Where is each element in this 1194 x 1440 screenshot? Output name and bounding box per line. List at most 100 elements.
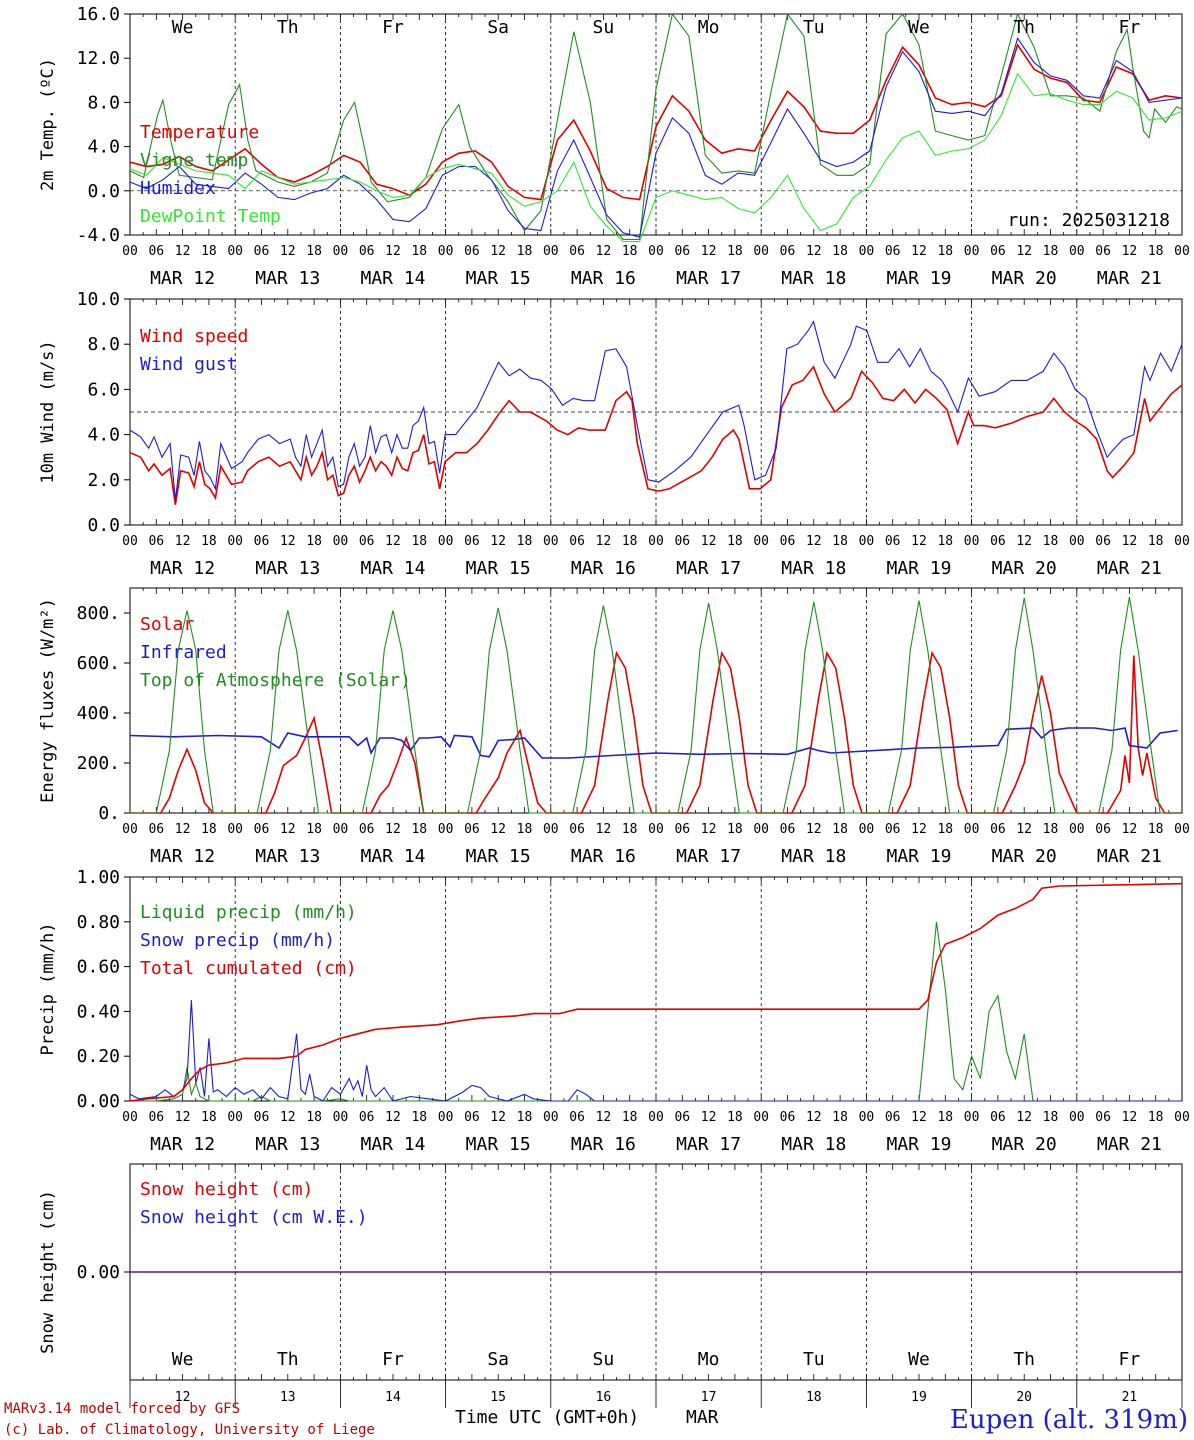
run-label: run: 2025031218 (1007, 210, 1170, 231)
date-label: MAR 14 (360, 846, 425, 867)
y-tick-label: 16.0 (77, 4, 120, 25)
day-label: Fr (382, 1349, 404, 1370)
hour-tick-label: 18 (832, 822, 848, 837)
hour-tick-label: 06 (254, 534, 270, 549)
hour-tick-label: 12 (911, 534, 927, 549)
date-number: 12 (175, 1390, 191, 1405)
hour-tick-label: 18 (1043, 244, 1059, 259)
hour-tick-label: 00 (543, 1110, 559, 1125)
hour-tick-label: 06 (464, 1110, 480, 1125)
legend-entry: Vigne temp (140, 150, 248, 171)
y-tick-label: 4.0 (87, 137, 120, 158)
series-line-1 (129, 43, 1183, 201)
hour-tick-label: 06 (780, 244, 796, 259)
date-label: MAR 15 (466, 846, 531, 867)
hour-tick-label: 06 (148, 534, 164, 549)
hour-tick-label: 12 (911, 244, 927, 259)
hour-tick-label: 06 (569, 244, 585, 259)
legend-entry: Humidex (140, 178, 216, 199)
date-label: MAR 16 (571, 846, 636, 867)
hour-tick-label: 00 (964, 534, 980, 549)
hour-tick-label: 18 (411, 534, 427, 549)
hour-tick-label: 12 (490, 534, 506, 549)
hour-tick-label: 18 (517, 534, 533, 549)
date-label: MAR 13 (255, 846, 320, 867)
y-tick-label: 6.0 (87, 379, 120, 400)
date-label: MAR 21 (1097, 558, 1162, 579)
date-label: MAR 20 (992, 268, 1057, 289)
hour-tick-label: 06 (885, 534, 901, 549)
hour-tick-label: 06 (990, 822, 1006, 837)
hour-tick-label: 00 (333, 534, 349, 549)
chart-panel-5: 0.00 Snow height (cm) Snow height (cm) Snow… (38, 1163, 1183, 1405)
legend-entry: Snow height (cm W.E.) (140, 1207, 368, 1228)
hour-tick-label: 06 (254, 1110, 270, 1125)
hour-tick-label: 00 (438, 534, 454, 549)
hour-tick-label: 12 (1122, 534, 1138, 549)
day-label: Sa (487, 17, 509, 38)
date-label: MAR 18 (781, 268, 846, 289)
legend-entry: Snow precip (mm/h) (140, 930, 335, 951)
day-label: Fr (382, 17, 404, 38)
hour-tick-label: 18 (306, 1110, 322, 1125)
hour-tick-label: 18 (832, 244, 848, 259)
hour-tick-label: 06 (674, 1110, 690, 1125)
hour-tick-label: 12 (701, 822, 717, 837)
hour-tick-label: 00 (1174, 822, 1190, 837)
date-label: MAR 12 (150, 268, 215, 289)
hour-tick-label: 00 (753, 244, 769, 259)
y-tick-label: 2.0 (87, 470, 120, 491)
hour-tick-label: 12 (806, 1110, 822, 1125)
hour-tick-label: 12 (596, 822, 612, 837)
hour-tick-label: 18 (1043, 1110, 1059, 1125)
hour-tick-label: 12 (280, 244, 296, 259)
hour-tick-label: 00 (227, 822, 243, 837)
hour-tick-label: 00 (859, 1110, 875, 1125)
day-label: Su (593, 17, 615, 38)
y-axis-label: Precip (mm/h) (38, 922, 58, 1055)
date-number: 15 (490, 1390, 506, 1405)
hour-tick-label: 00 (227, 1110, 243, 1125)
day-label: Sa (487, 1349, 509, 1370)
day-label: Mo (698, 1349, 720, 1370)
hour-tick-label: 12 (385, 1110, 401, 1125)
series-line-2 (129, 727, 1178, 759)
hour-tick-label: 12 (1016, 1110, 1032, 1125)
hour-tick-label: 06 (569, 822, 585, 837)
hour-tick-label: 18 (1148, 822, 1164, 837)
model-credit: MARv3.14 model forced by GFS (4, 1401, 240, 1417)
hour-tick-label: 18 (937, 822, 953, 837)
day-label: Su (593, 1349, 615, 1370)
hour-tick-label: 12 (280, 822, 296, 837)
hour-tick-label: 12 (1016, 244, 1032, 259)
hour-tick-label: 18 (832, 1110, 848, 1125)
date-label: MAR 17 (676, 1134, 741, 1155)
hour-tick-label: 00 (648, 1110, 664, 1125)
hour-tick-label: 12 (490, 244, 506, 259)
date-label: MAR 13 (255, 268, 320, 289)
date-label: MAR 16 (571, 558, 636, 579)
date-label: MAR 20 (992, 846, 1057, 867)
series-line-2 (129, 12, 1183, 240)
hour-tick-label: 12 (701, 244, 717, 259)
hour-tick-label: 06 (1095, 534, 1111, 549)
chart-panel-2: 10.0 8.0 6.0 4.0 2.0 0.0 10m Wind (m/s) Wind sp… (38, 289, 1190, 579)
date-label: MAR 19 (886, 846, 951, 867)
hour-tick-label: 00 (859, 822, 875, 837)
hour-tick-label: 12 (385, 534, 401, 549)
day-label: We (172, 17, 194, 38)
date-label: MAR 15 (466, 1134, 531, 1155)
day-label: We (908, 17, 930, 38)
hour-tick-label: 06 (148, 1110, 164, 1125)
y-tick-label: 8.0 (87, 334, 120, 355)
hour-tick-label: 06 (254, 822, 270, 837)
day-label: Fr (1119, 17, 1141, 38)
legend-entry: Solar (140, 614, 194, 635)
hour-tick-label: 06 (674, 822, 690, 837)
date-label: MAR 21 (1097, 1134, 1162, 1155)
legend-entry: Wind gust (140, 354, 238, 375)
series-line-2 (129, 1000, 1182, 1102)
y-tick-label: 10.0 (77, 289, 120, 310)
hour-tick-label: 00 (964, 244, 980, 259)
